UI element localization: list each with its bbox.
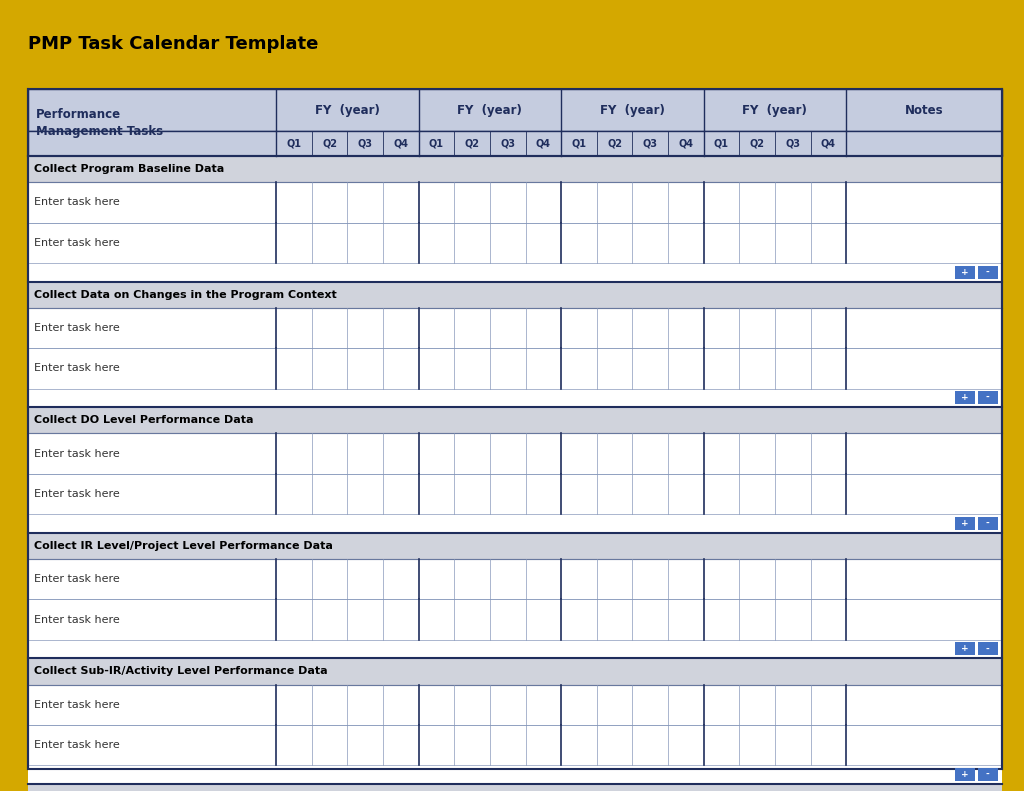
Text: Collect Program Baseline Data: Collect Program Baseline Data xyxy=(35,165,224,174)
Text: Enter task here: Enter task here xyxy=(35,574,120,585)
Text: -: - xyxy=(986,770,989,779)
Text: Q3: Q3 xyxy=(501,138,515,149)
Bar xyxy=(29,407,1001,433)
Text: Q4: Q4 xyxy=(393,138,409,149)
Text: Q1: Q1 xyxy=(571,138,587,149)
Text: Enter task here: Enter task here xyxy=(35,489,120,499)
Bar xyxy=(29,784,1001,791)
Bar xyxy=(954,642,975,656)
Text: +: + xyxy=(961,645,969,653)
Text: Q4: Q4 xyxy=(821,138,836,149)
Bar xyxy=(954,768,975,781)
Bar xyxy=(978,768,997,781)
Bar xyxy=(29,89,1001,131)
Bar xyxy=(29,222,1001,263)
Bar xyxy=(29,765,1001,784)
Text: Collect Data on Changes in the Program Context: Collect Data on Changes in the Program C… xyxy=(35,290,337,300)
Bar xyxy=(29,474,1001,514)
Bar xyxy=(954,266,975,278)
Text: Q1: Q1 xyxy=(429,138,444,149)
Text: +: + xyxy=(961,393,969,403)
Bar xyxy=(29,685,1001,725)
Text: +: + xyxy=(961,519,969,528)
Text: -: - xyxy=(986,393,989,403)
Text: FY  (year): FY (year) xyxy=(315,104,380,117)
Text: Enter task here: Enter task here xyxy=(35,238,120,248)
Text: Q2: Q2 xyxy=(465,138,479,149)
Bar xyxy=(978,642,997,656)
Bar xyxy=(29,514,1001,532)
Bar xyxy=(954,517,975,530)
Text: Q4: Q4 xyxy=(536,138,551,149)
Text: Enter task here: Enter task here xyxy=(35,740,120,750)
Text: Q3: Q3 xyxy=(643,138,657,149)
Bar xyxy=(29,658,1001,685)
Bar xyxy=(29,388,1001,407)
Text: Enter task here: Enter task here xyxy=(35,198,120,207)
Bar xyxy=(29,532,1001,559)
Text: Enter task here: Enter task here xyxy=(35,700,120,710)
Bar xyxy=(29,156,1001,182)
Text: Notes: Notes xyxy=(904,104,943,117)
Text: PMP Task Calendar Template: PMP Task Calendar Template xyxy=(29,35,318,53)
Text: Enter task here: Enter task here xyxy=(35,363,120,373)
Text: Performance
Management Tasks: Performance Management Tasks xyxy=(36,108,164,138)
Text: Q1: Q1 xyxy=(714,138,729,149)
Bar xyxy=(29,182,1001,222)
Bar xyxy=(29,725,1001,765)
Bar xyxy=(29,282,1001,308)
Bar xyxy=(978,517,997,530)
Text: FY  (year): FY (year) xyxy=(458,104,522,117)
Text: -: - xyxy=(986,267,989,277)
Bar xyxy=(29,308,1001,348)
Text: Q2: Q2 xyxy=(607,138,623,149)
Bar xyxy=(954,392,975,404)
Text: Collect Sub-IR/Activity Level Performance Data: Collect Sub-IR/Activity Level Performanc… xyxy=(35,667,328,676)
Text: Q1: Q1 xyxy=(287,138,301,149)
Text: -: - xyxy=(986,645,989,653)
Text: FY  (year): FY (year) xyxy=(742,104,807,117)
Text: Q3: Q3 xyxy=(785,138,800,149)
Text: +: + xyxy=(961,770,969,779)
Text: Enter task here: Enter task here xyxy=(35,323,120,333)
Text: Q4: Q4 xyxy=(678,138,693,149)
Text: Collect DO Level Performance Data: Collect DO Level Performance Data xyxy=(35,415,254,426)
Text: Q2: Q2 xyxy=(323,138,337,149)
Bar xyxy=(29,433,1001,474)
Bar xyxy=(978,392,997,404)
Text: +: + xyxy=(961,267,969,277)
Bar xyxy=(29,640,1001,658)
Text: Enter task here: Enter task here xyxy=(35,615,120,625)
Bar xyxy=(29,348,1001,388)
Bar xyxy=(29,89,1001,769)
Text: FY  (year): FY (year) xyxy=(600,104,665,117)
Text: Q3: Q3 xyxy=(357,138,373,149)
Text: Collect IR Level/Project Level Performance Data: Collect IR Level/Project Level Performan… xyxy=(35,541,333,551)
Bar xyxy=(978,266,997,278)
Text: Enter task here: Enter task here xyxy=(35,448,120,459)
Bar xyxy=(29,559,1001,600)
Bar xyxy=(29,600,1001,640)
Text: Q2: Q2 xyxy=(750,138,765,149)
Bar xyxy=(29,131,1001,156)
Text: -: - xyxy=(986,519,989,528)
Bar xyxy=(29,263,1001,282)
